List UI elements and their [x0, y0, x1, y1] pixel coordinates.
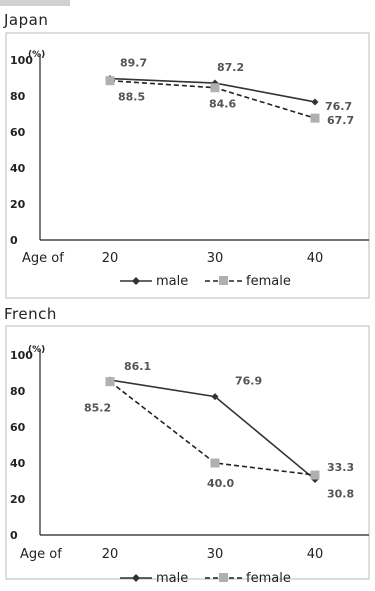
- data-label-female-30: 40.0: [207, 477, 234, 490]
- chart-frame: [5, 325, 370, 580]
- point-male-30: [211, 393, 219, 401]
- chart-title-japan: Japan: [4, 11, 49, 29]
- x-tick-label-30: 30: [207, 251, 224, 266]
- data-label-male-20: 89.7: [120, 57, 147, 70]
- y-tick-label-40: 40: [10, 162, 26, 175]
- legend-marker-female: [219, 276, 228, 285]
- point-female-20: [105, 76, 115, 86]
- point-female-30: [210, 83, 220, 93]
- x-tick-label-20: 20: [102, 251, 119, 266]
- legend-label-female: female: [246, 571, 291, 586]
- data-label-male-30: 87.2: [217, 61, 244, 74]
- legend-label-male: male: [156, 274, 188, 289]
- data-label-male-30: 76.9: [235, 375, 262, 388]
- y-tick-label-100: 100: [10, 349, 33, 362]
- point-female-30: [210, 458, 220, 468]
- y-tick-label-0: 0: [10, 234, 18, 247]
- x-axis-label: Age of: [22, 251, 64, 266]
- y-tick-label-100: 100: [10, 54, 33, 67]
- x-axis-label: Age of: [20, 547, 62, 562]
- legend-marker-male: [132, 574, 140, 582]
- x-tick-label-30: 30: [207, 547, 224, 562]
- x-tick-label-40: 40: [307, 547, 324, 562]
- data-label-male-20: 86.1: [124, 360, 151, 373]
- x-tick-label-40: 40: [307, 251, 324, 266]
- x-tick-label-20: 20: [102, 547, 119, 562]
- data-label-male-40: 76.7: [325, 100, 352, 113]
- y-tick-label-0: 0: [10, 529, 18, 542]
- data-label-male-40: 30.8: [327, 488, 354, 501]
- cropped-header-fragment: [0, 0, 70, 6]
- data-label-female-30: 84.6: [209, 98, 236, 111]
- legend-label-female: female: [246, 274, 291, 289]
- y-tick-label-20: 20: [10, 493, 26, 506]
- legend-marker-female: [219, 573, 228, 582]
- point-female-40: [310, 470, 320, 480]
- legend-label-male: male: [156, 571, 188, 586]
- chart-title-french: French: [4, 305, 57, 323]
- y-tick-label-60: 60: [10, 126, 26, 139]
- point-female-40: [310, 113, 320, 123]
- data-label-female-20: 88.5: [118, 91, 145, 104]
- data-label-female-40: 33.3: [327, 461, 354, 474]
- y-tick-label-80: 80: [10, 90, 26, 103]
- y-tick-label-40: 40: [10, 457, 26, 470]
- y-unit-label: (%): [28, 50, 45, 60]
- chart-japan: 0 20 40 60 80 100(%) Age of 20 30 40 89.7 87.2 76.7 8…: [5, 32, 370, 299]
- y-tick-label-60: 60: [10, 421, 26, 434]
- point-female-20: [105, 377, 115, 387]
- data-label-female-20: 85.2: [84, 402, 111, 415]
- point-male-40: [311, 98, 319, 106]
- y-tick-label-20: 20: [10, 198, 26, 211]
- chart-frame: [5, 32, 370, 299]
- y-tick-label-80: 80: [10, 385, 26, 398]
- data-label-female-40: 67.7: [327, 114, 354, 127]
- legend-marker-male: [132, 277, 140, 285]
- y-unit-label: (%): [28, 345, 45, 355]
